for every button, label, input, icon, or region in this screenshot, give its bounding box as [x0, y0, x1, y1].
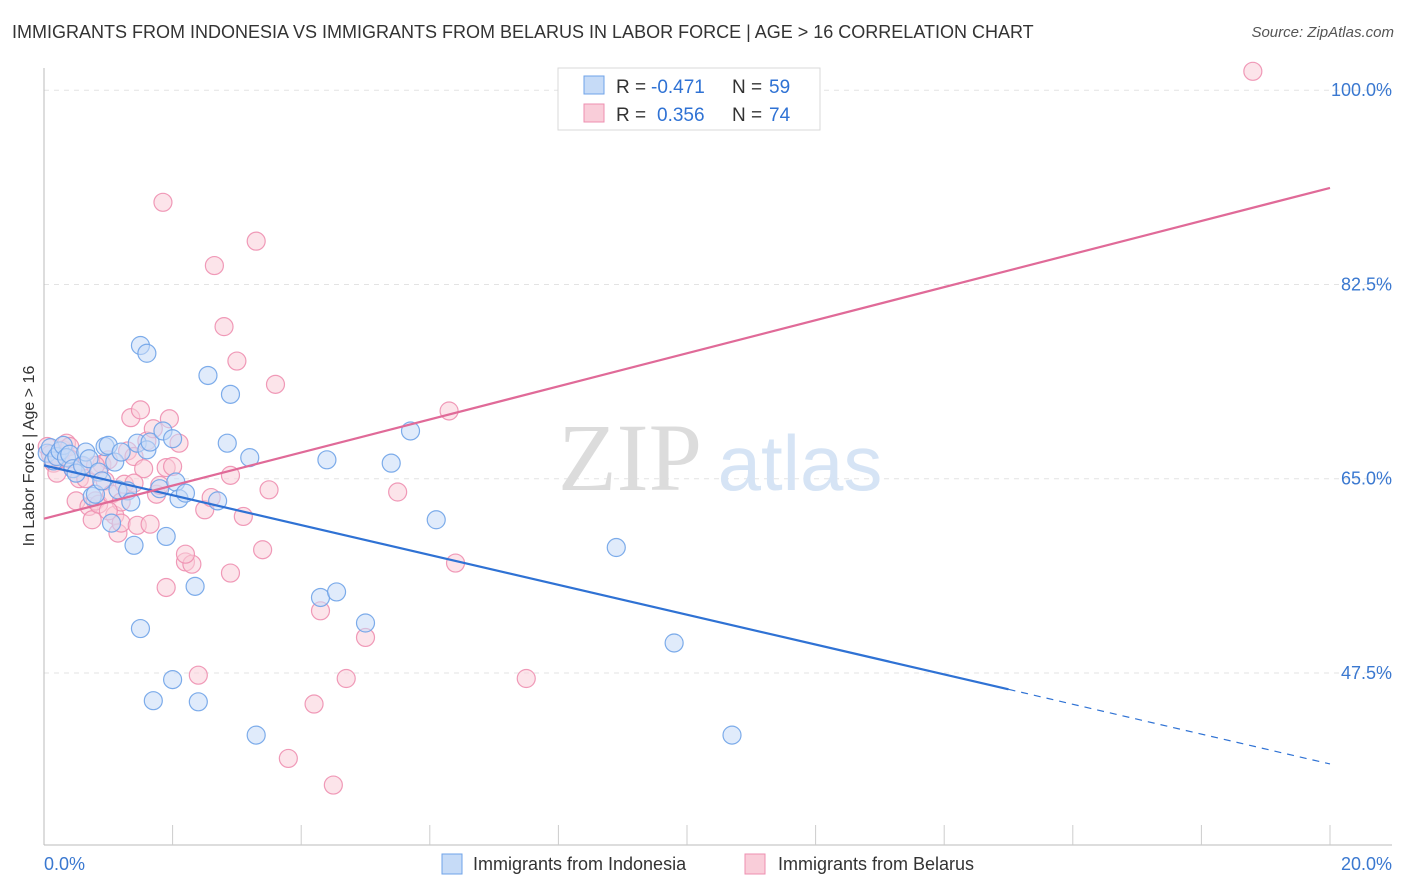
belarus-point: [1243, 61, 1263, 81]
indonesia-point: [140, 432, 160, 452]
indonesia-point: [217, 433, 237, 453]
legend-swatch-indonesia: [441, 853, 463, 875]
stats-legend-n-value-belarus: 74: [769, 105, 791, 126]
x-tick-label-min: 0.0%: [44, 854, 85, 874]
indonesia-point: [143, 691, 163, 711]
belarus-point: [227, 351, 247, 371]
indonesia-point: [220, 384, 241, 404]
y-tick-label: 47.5%: [1341, 663, 1392, 683]
belarus-point: [153, 192, 173, 212]
indonesia-point: [326, 582, 347, 602]
y-tick-label: 65.0%: [1341, 469, 1392, 489]
indonesia-point: [163, 429, 183, 449]
indonesia-point: [137, 343, 157, 363]
indonesia-point: [310, 587, 331, 608]
indonesia-point: [124, 535, 144, 555]
indonesia-point: [246, 725, 266, 745]
y-axis-label: In Labor Force | Age > 16: [21, 366, 38, 547]
indonesia-point: [198, 365, 218, 386]
indonesia-point: [185, 576, 205, 596]
stats-legend-r-label-belarus: R =: [616, 105, 646, 126]
indonesia-point: [722, 725, 742, 745]
watermark-zip: ZIP: [558, 404, 702, 511]
x-tick-label-max: 20.0%: [1341, 854, 1392, 874]
stats-legend-r-label-indonesia: R =: [616, 77, 646, 98]
stats-legend-r-value-belarus: 0.356: [657, 105, 705, 126]
trend-lines: [43, 186, 1331, 765]
indonesia-trend-line-extension: [1008, 688, 1331, 765]
stats-legend-n-label-belarus: N =: [732, 105, 762, 126]
belarus-point: [246, 231, 266, 251]
stats-legend-r-value-indonesia: -0.471: [651, 77, 705, 98]
x-ticks: [172, 825, 1331, 845]
indonesia-point: [156, 526, 176, 547]
indonesia-point: [101, 513, 122, 533]
belarus-point: [163, 456, 183, 477]
indonesia-point: [664, 633, 684, 653]
belarus-point: [130, 400, 151, 420]
belarus-point: [265, 374, 286, 394]
stats-legend-swatch-indonesia: [583, 75, 605, 95]
belarus-point: [259, 480, 279, 500]
belarus-point: [253, 540, 273, 560]
belarus-point: [278, 748, 298, 769]
belarus-point: [220, 563, 241, 583]
indonesia-point: [426, 510, 446, 530]
belarus-point: [516, 668, 536, 689]
indonesia-points: [37, 335, 742, 745]
legend-swatch-belarus: [744, 853, 766, 875]
indonesia-point: [130, 618, 151, 639]
y-tick-label: 82.5%: [1341, 274, 1392, 294]
grid: [44, 89, 1392, 674]
watermark: ZIP atlas: [558, 404, 882, 511]
indonesia-point: [381, 453, 401, 473]
stats-legend-n-value-indonesia: 59: [769, 77, 790, 98]
indonesia-point: [188, 692, 208, 712]
y-tick-label: 100.0%: [1331, 80, 1392, 100]
belarus-point: [323, 775, 343, 795]
y-tick-labels: 47.5% 65.0% 82.5% 100.0%: [1331, 80, 1392, 683]
belarus-point: [439, 401, 459, 421]
indonesia-trend-line: [43, 464, 1009, 691]
indonesia-point: [317, 450, 337, 470]
stats-legend-swatch-belarus: [583, 103, 605, 123]
belarus-point: [304, 694, 324, 714]
belarus-trend-line: [43, 186, 1331, 520]
indonesia-point: [163, 670, 183, 690]
belarus-point: [156, 577, 176, 598]
stats-legend: R = -0.471 N = 59 R = 0.356 N = 74: [557, 67, 821, 131]
stats-legend-n-label-indonesia: N =: [732, 77, 762, 98]
watermark-atlas: atlas: [718, 419, 883, 507]
legend-label-belarus: Immigrants from Belarus: [778, 854, 974, 874]
belarus-point: [175, 544, 196, 564]
belarus-point: [188, 665, 208, 685]
chart-source: Source: ZipAtlas.com: [1251, 24, 1394, 41]
belarus-point: [336, 668, 356, 689]
indonesia-point: [355, 613, 376, 633]
belarus-point: [214, 317, 234, 337]
belarus-point: [140, 514, 160, 534]
belarus-point: [134, 459, 154, 479]
series-legend: Immigrants from Indonesia Immigrants fro…: [441, 853, 974, 875]
belarus-point: [388, 482, 408, 502]
indonesia-point: [79, 449, 99, 469]
indonesia-point: [606, 537, 626, 558]
indonesia-point: [111, 442, 131, 462]
legend-label-indonesia: Immigrants from Indonesia: [473, 854, 687, 874]
chart-title: IMMIGRANTS FROM INDONESIA VS IMMIGRANTS …: [12, 22, 1034, 42]
belarus-point: [204, 255, 224, 276]
